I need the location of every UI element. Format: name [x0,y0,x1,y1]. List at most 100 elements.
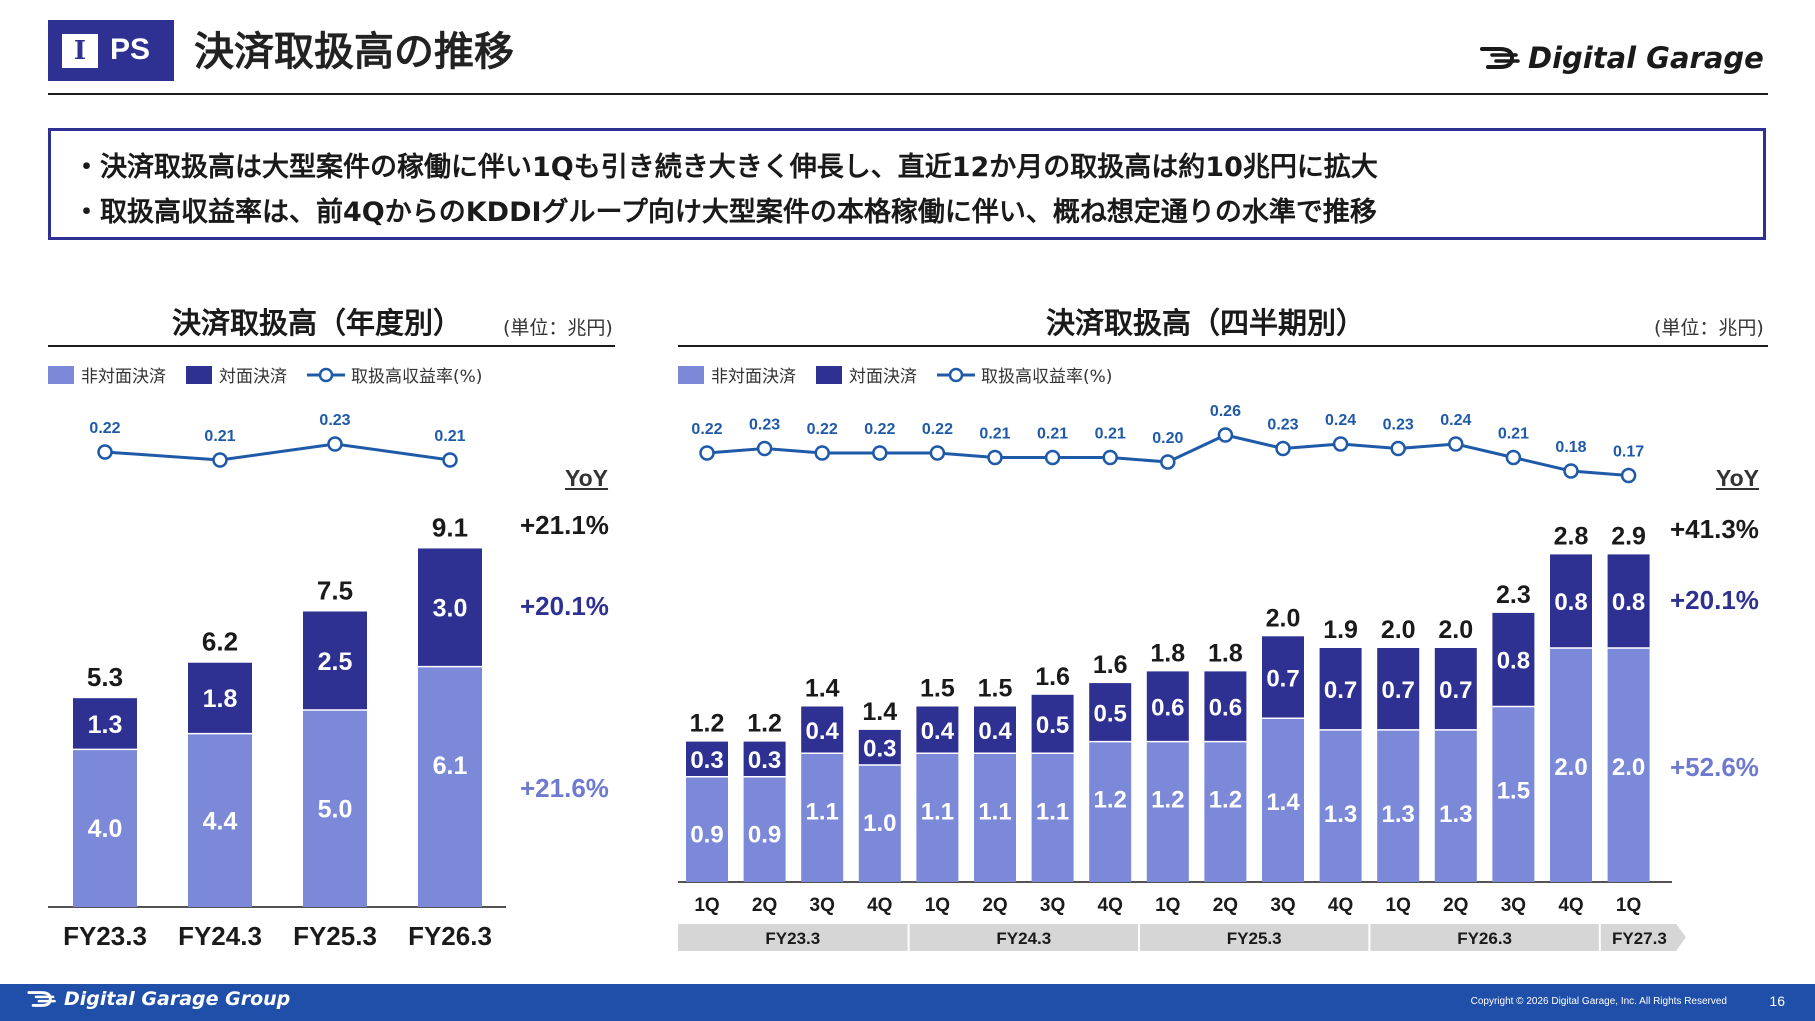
data-label-total: 2.0 [1266,604,1301,632]
data-label-non-face-box [1435,797,1476,828]
data-label-total: 1.9 [1323,616,1358,644]
bar-face [303,611,367,710]
bar-face [188,662,252,734]
rate-label: 0.21 [1037,426,1068,443]
legend-line-marker-icon [307,367,345,382]
x-tick-label: 1Q [1386,895,1411,916]
data-label-face-box [744,744,785,775]
data-label-non-face-box [802,795,843,826]
data-label-non-face-box [1205,783,1246,814]
data-label-non-face: 0.9 [748,822,781,849]
summary-bullet-text: 決済取扱高は大型案件の稼働に伴い1Qも引き続き大きく伸長し、直近12か月の取扱高… [100,152,1378,183]
quarterly-title-rule [678,345,1768,347]
annual-legend: 非対面決済 対面決済 取扱高収益率(%) [48,362,502,387]
data-label-non-face: 1.3 [1382,801,1415,828]
badge-roman: I [62,34,98,68]
fiscal-year-band [678,924,908,951]
quarterly-yoy-non-face: +52.6% [1670,752,1759,782]
bar-non-face [418,666,482,907]
rate-point [1448,436,1464,452]
rate-point [1044,449,1061,466]
data-label-non-face-box [917,795,958,826]
section-badge: I PS [48,20,174,81]
quarterly-yoy-total: +41.3% [1670,514,1759,544]
legend-face: 対面決済 [186,362,287,387]
page-number: 16 [1769,993,1785,1009]
x-tick-label: 4Q [1558,895,1583,916]
rate-label: 0.24 [1325,412,1356,429]
data-label-total: 5.3 [87,662,123,692]
rate-point [442,452,458,468]
rate-point [1102,449,1118,466]
rate-point [756,440,773,457]
rate-point [1620,467,1637,484]
data-label-non-face: 1.1 [978,798,1011,825]
data-label-total: 1.4 [862,698,897,726]
rate-label: 0.21 [1498,426,1529,443]
data-label-total: 2.0 [1438,616,1473,644]
data-label-face: 0.7 [1324,677,1357,704]
data-label-face-box [1378,673,1419,704]
rate-point [97,444,113,460]
x-tick-label: 4Q [1098,895,1123,916]
x-tick-label: FY25.3 [293,921,377,951]
data-label-total: 1.5 [920,675,955,703]
rate-label: 0.23 [319,412,350,429]
summary-bullet: ・取扱高収益率は、前4QからのKDDIグループ向け大型案件の本格稼働に伴い、概ね… [73,197,1377,228]
data-label-total: 9.1 [432,512,468,542]
data-label-non-face: 1.3 [1324,801,1357,828]
data-label-non-face-box [687,818,727,849]
data-label-face: 0.6 [1209,695,1242,722]
data-label-face: 0.8 [1554,589,1587,616]
data-label-face: 0.6 [1151,695,1184,722]
quarterly-yoy-label: YoY [1716,465,1760,491]
bar-face [73,698,137,750]
data-label-non-face: 1.3 [1439,801,1472,828]
fiscal-year-band [1370,924,1599,951]
data-label-face: 0.8 [1612,589,1645,616]
data-label-non-face: 4.4 [203,807,238,835]
quarterly-legend: 非対面決済 対面決済 取扱高収益率(%) [678,362,1132,387]
data-label-non-face-box [859,807,900,837]
legend-line-marker-icon [937,367,975,382]
data-label-face-box [1493,644,1534,675]
x-tick-label: 4Q [1328,895,1353,916]
data-label-face-box [917,714,958,745]
rate-label: 0.18 [1555,439,1586,456]
footer-bar: Digital Garage Group Copyright © 2026 Di… [0,984,1815,1021]
fiscal-year-arrow [1600,924,1686,951]
x-tick-label: FY23.3 [63,921,147,951]
x-tick-label: FY26.3 [408,921,492,951]
rate-point [1563,463,1579,479]
data-label-non-face: 1.4 [1266,789,1300,816]
data-label-face-box [1032,709,1073,740]
data-label-face: 3.0 [433,595,468,623]
data-label-face-box [859,732,900,763]
x-tick-label: 1Q [925,895,950,916]
dg-logo-icon [1480,47,1520,69]
annual-yoy-total: +21.1% [520,510,609,540]
data-label-face: 0.4 [806,718,840,745]
x-tick-label: 3Q [1040,895,1065,916]
data-label-face: 0.8 [1497,648,1530,675]
rate-point [1217,427,1234,443]
company-logo: Digital Garage [1478,36,1764,80]
data-label-total: 1.8 [1150,639,1185,667]
data-label-non-face-box [1032,795,1073,826]
data-label-face: 0.3 [690,747,723,774]
rate-label: 0.23 [1267,417,1298,434]
data-label-non-face: 1.0 [863,810,896,837]
legend-label: 対面決済 [849,367,917,387]
badge-label: PS [110,33,151,66]
data-label-non-face-box [1551,751,1591,781]
x-tick-label: 1Q [1155,895,1180,916]
summary-box: ・決済取扱高は大型案件の稼働に伴い1Qも引き続き大きく伸長し、直近12か月の取扱… [48,128,1766,240]
data-label-non-face: 4.0 [88,815,123,843]
rate-label: 0.21 [979,426,1010,443]
data-label-non-face-box [1320,797,1361,828]
x-tick-label: 2Q [1443,895,1468,916]
data-label-total: 2.9 [1611,522,1646,550]
data-label-non-face-box [1608,751,1649,781]
data-label-face: 0.7 [1439,677,1472,704]
rate-point [699,445,715,461]
